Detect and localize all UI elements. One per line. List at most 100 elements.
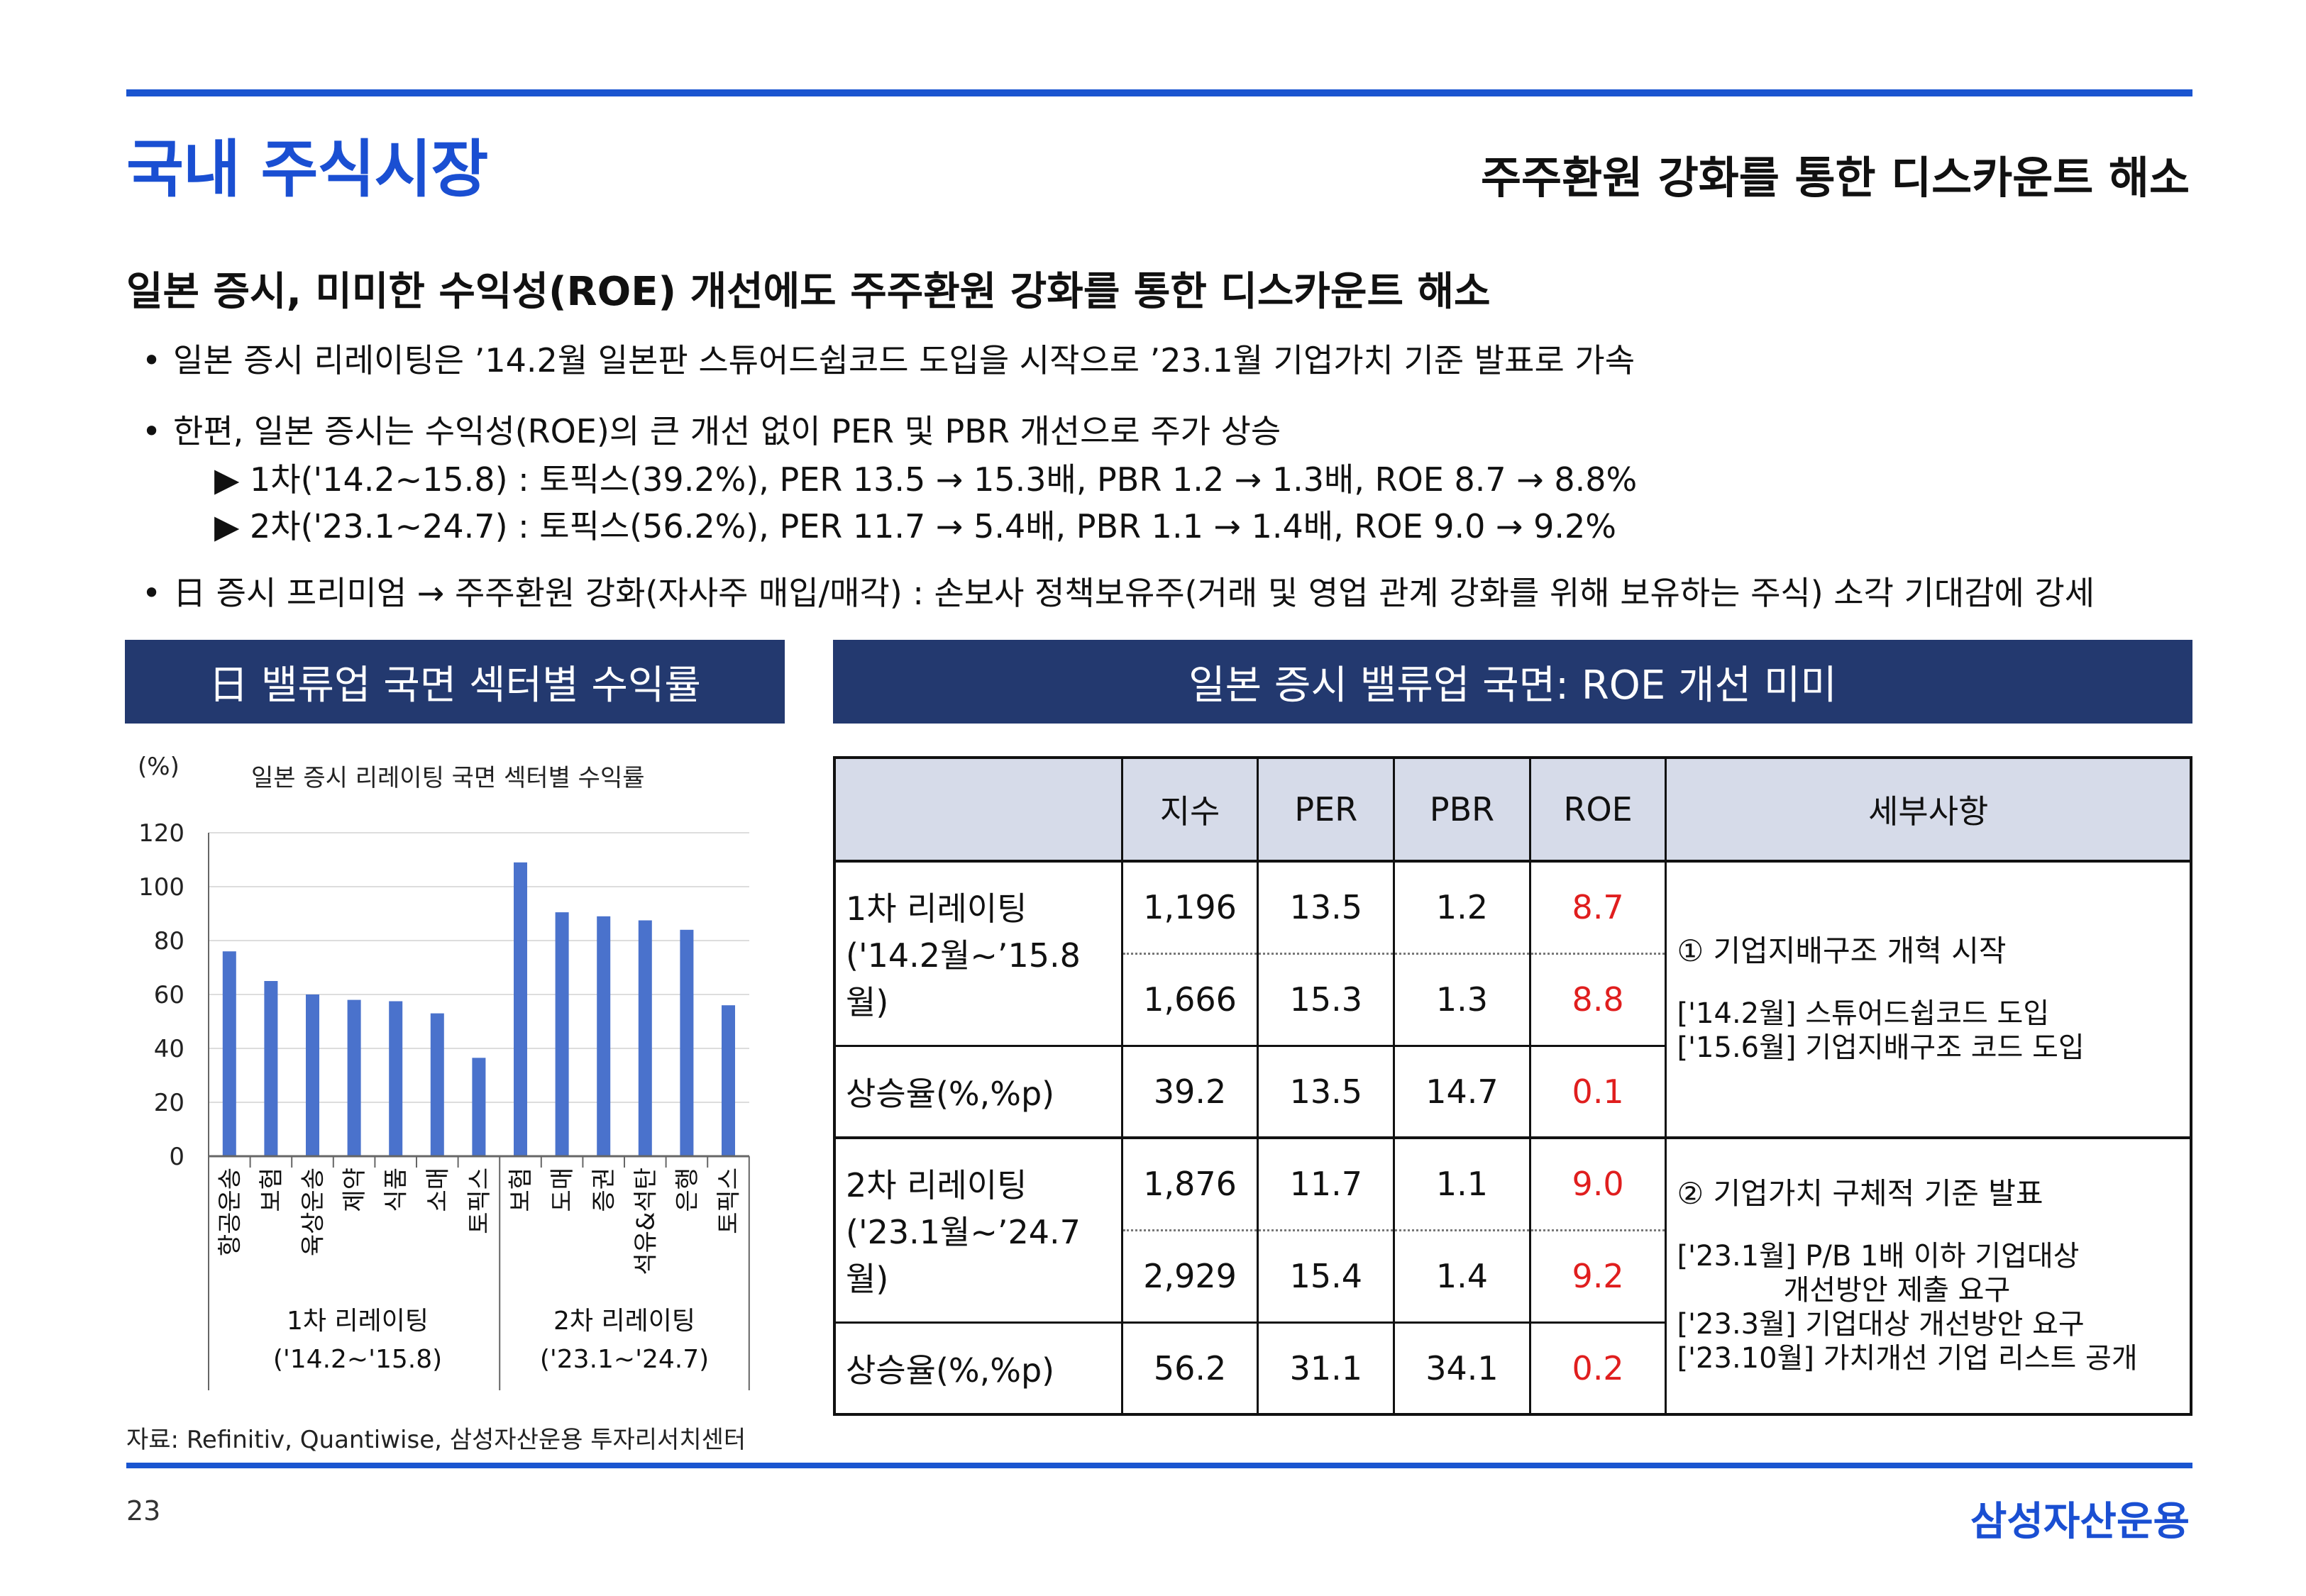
r1-b-index: 1,666 [1120,953,1259,1047]
r1-chg-index: 39.2 [1120,1046,1259,1139]
r1-a-per: 13.5 [1257,861,1396,955]
y-tick-label: 100 [138,873,184,902]
y-tick-label: 0 [169,1143,184,1171]
bullet-2: • 한편, 일본 증시는 수익성(ROE)의 큰 개선 없이 PER 및 PBR … [142,412,1281,450]
rerating-1-label: 1차 리레이팅 ('14.2월~’15.8월) [833,861,1123,1047]
bar-6 [430,1013,444,1156]
bar-12 [680,929,694,1156]
chart-x-labels: 항공운송 보험 육상운송 제약 식품 소매 토픽스 보험 도매 증권 석유&석탄 은행 토픽스 [216,1168,743,1275]
r2-detail-title: ② 기업가치 구체적 기준 발표 [1677,1176,2043,1211]
r1-chg-pbr: 14.7 [1393,1046,1531,1139]
header-blank [833,758,1123,863]
group-1-line-2: ('14.2~'15.8) [273,1345,442,1374]
top-rule [126,89,2192,96]
group-2-line-2: ('23.1~'24.7) [540,1345,709,1374]
page-title: 국내 주식시장 [126,133,488,206]
r2-detail-line-2: 개선방안 제출 요구 [1783,1274,2011,1307]
x-tick-label: 육상운송 [299,1168,328,1256]
chart-group-separators [208,1156,750,1390]
bar-3 [306,994,319,1156]
x-tick-label: 도매 [548,1168,577,1212]
r1-b-per: 15.3 [1257,953,1396,1047]
x-tick-label: 보험 [258,1168,286,1212]
table-row: 상승율(%,%p) 56.2 31.1 34.1 0.2 [833,1322,2191,1416]
r2-a-roe: 9.0 [1528,1138,1667,1231]
y-tick-label: 80 [154,927,184,955]
table-row: 2차 리레이팅 ('23.1월~’24.7월) 1,876 11.7 1.1 9… [833,1138,2192,1416]
x-tick-label: 항공운송 [216,1168,244,1256]
bullet-1: • 일본 증시 리레이팅은 ’14.2월 일본판 스튜어드쉽코드 도입을 시작으로… [142,341,1635,379]
r1-detail-title: ① 기업지배구조 개혁 시작 [1677,933,2007,968]
bar-13 [722,1005,735,1156]
r1-b-pbr: 1.3 [1393,953,1531,1047]
r2-detail-line-4: ['23.10월] 가치개선 기업 리스트 공개 [1677,1342,2138,1375]
rerating-2-label-line-1: 2차 리레이팅 [846,1166,1027,1205]
company-logo: 삼성자산운용 [1970,1499,2190,1545]
y-tick-label: 120 [138,819,184,848]
sector-return-chart: (%) 일본 증시 리레이팅 국면 섹터별 수익률 0 20 40 60 80 100 12… [138,753,750,1390]
bullet-2-text: 한편, 일본 증시는 수익성(ROE)의 큰 개선 없이 PER 및 PBR 개… [173,412,1281,450]
x-tick-label: 소매 [424,1168,452,1212]
x-tick-label: 제약 [341,1168,369,1212]
r2-b-pbr: 1.4 [1393,1230,1531,1324]
r1-chg-roe: 0.1 [1528,1046,1667,1139]
r2-detail-line-1: ['23.1월] P/B 1배 이하 기업대상 [1677,1240,2080,1273]
header-roe: ROE [1528,758,1667,863]
header-pbr: PBR [1393,758,1531,863]
rerating-2-label: 2차 리레이팅 ('23.1월~’24.7월) [833,1138,1123,1324]
chart-gridlines [209,832,749,1103]
header-index: 지수 [1120,758,1259,863]
rerating-1-label-line-1: 1차 리레이팅 [846,890,1027,929]
r2-chg-pbr: 34.1 [1393,1322,1531,1416]
bar-1 [222,951,236,1156]
r1-detail: ① 기업지배구조 개혁 시작 ['14.2월] 스튜어드쉽코드 도입 ['15.… [1665,861,2192,1139]
y-tick-label: 60 [154,981,184,1009]
x-tick-label: 식품 [382,1168,411,1212]
bullet-2-sub-2: ▶ 2차('23.1~24.7) : 토픽스(56.2%), PER 11.7 … [214,507,1617,545]
r1-detail-line-2: ['15.6월] 기업지배구조 코드 도입 [1677,1031,2085,1064]
valuation-table: 지수 PER PBR ROE 세부사항 1차 리레이팅 ('14.2월~’15.… [833,756,2192,1416]
bullet-3-text: 日 증시 프리미엄 → 주주환원 강화(자사주 매입/매각) : 손보사 정책보… [173,574,2095,612]
source-note: 자료: Refinitiv, Quantiwise, 삼성자산운용 투자리서치센… [126,1426,746,1454]
chart-y-ticks: 0 20 40 60 80 100 120 [138,819,184,1171]
bar-7 [472,1058,486,1156]
r2-b-per: 15.4 [1257,1230,1396,1324]
x-tick-label: 은행 [673,1168,702,1212]
x-tick-label: 토픽스 [465,1168,494,1234]
r2-detail: ② 기업가치 구체적 기준 발표 ['23.1월] P/B 1배 이하 기업대상… [1665,1138,2192,1416]
r1-chg-per: 13.5 [1257,1046,1396,1139]
table-row: 상승율(%,%p) 39.2 13.5 14.7 0.1 [833,1046,2191,1139]
bar-8 [514,862,527,1156]
r1-detail-line-1: ['14.2월] 스튜어드쉽코드 도입 [1677,997,2050,1030]
table-row: 1,666 15.3 1.3 8.8 [834,953,2191,1047]
r1-a-index: 1,196 [1120,861,1259,955]
group-2-line-1: 2차 리레이팅 [553,1307,695,1336]
bullet-2-sub-1: ▶ 1차('14.2~15.8) : 토픽스(39.2%), PER 13.5 … [214,460,1638,499]
right-panel-heading: 일본 증시 밸류업 국면: ROE 개선 미미 [833,640,2192,724]
r1-b-roe: 8.8 [1528,953,1667,1047]
r2-a-pbr: 1.1 [1393,1138,1531,1231]
bullet-3: • 日 증시 프리미엄 → 주주환원 강화(자사주 매입/매각) : 손보사 정책… [142,574,2095,612]
rerating-2-label-line-2: ('23.1월~’24.7월) [846,1213,1081,1299]
r2-a-index: 1,876 [1120,1138,1259,1231]
header-per: PER [1257,758,1396,863]
r1-a-roe: 8.7 [1528,861,1667,955]
r1-change-label: 상승율(%,%p) [833,1046,1123,1139]
bar-4 [347,999,361,1156]
bar-11 [638,920,652,1156]
group-1-line-1: 1차 리레이팅 [287,1307,429,1336]
table-header-row: 지수 PER PBR ROE 세부사항 [833,758,2192,863]
left-panel-heading: 日 밸류업 국면 섹터별 수익률 [125,640,785,724]
page-subtitle: 주주환원 강화를 통한 디스카운트 해소 [1481,152,2190,204]
r2-b-roe: 9.2 [1528,1230,1667,1324]
bar-5 [389,1001,403,1156]
bottom-rule [126,1463,2192,1468]
r2-change-label: 상승율(%,%p) [833,1322,1123,1416]
bar-10 [597,916,611,1156]
chart-title: 일본 증시 리레이팅 국면 섹터별 수익률 [251,764,645,792]
x-tick-label: 석유&석탄 [631,1168,660,1275]
x-tick-label: 토픽스 [715,1168,744,1234]
chart-bars [222,862,735,1156]
r2-detail-line-3: ['23.3월] 기업대상 개선방안 요구 [1677,1308,2085,1341]
chart-y-unit: (%) [138,753,180,781]
